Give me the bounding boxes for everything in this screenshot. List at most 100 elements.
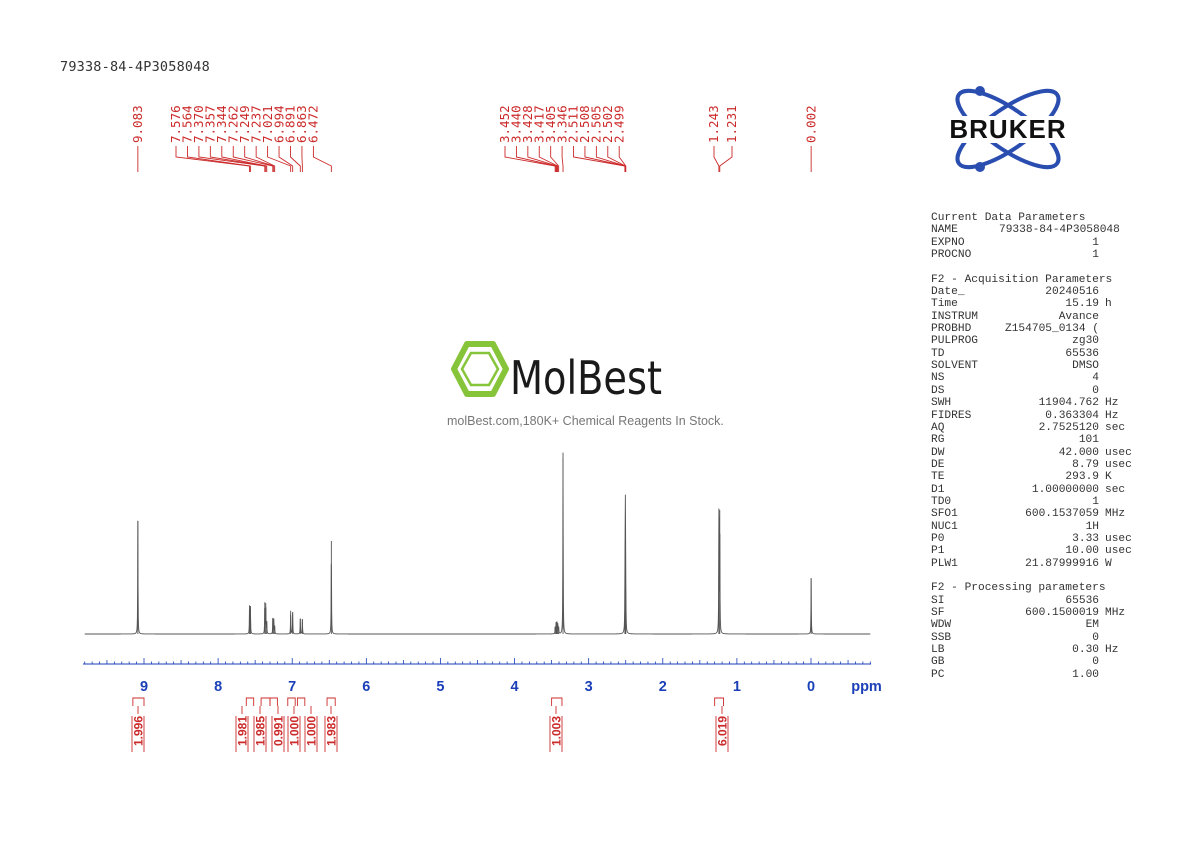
peak-label: 2.502 (600, 105, 615, 143)
peak-label: 7.564 (180, 105, 195, 143)
integral-bracket (326, 697, 336, 706)
param-name: TD (931, 347, 945, 360)
param-row: NS 4 (931, 372, 1141, 384)
peak-label: 2.505 (589, 105, 604, 143)
peak-label: 7.357 (203, 105, 218, 143)
peak-label: 6.472 (306, 105, 321, 143)
integral-value: 0.991 (271, 716, 285, 746)
param-value: zg30 (1072, 335, 1099, 348)
molbest-tagline: molBest.com,180K+ Chemical Reagents In S… (447, 414, 724, 428)
peak-label: 3.428 (520, 105, 535, 143)
param-row: SWH 11904.762 Hz (931, 397, 1141, 409)
param-value: 600.1500019 (1025, 607, 1099, 619)
param-unit: Hz (1105, 644, 1119, 657)
param-name: EXPNO (931, 236, 965, 249)
peak-label-connector (573, 146, 626, 172)
integral-value: 1.003 (549, 716, 563, 746)
param-row: Time 15.19 h (931, 298, 1141, 310)
param-row: Date_ 20240516 (931, 286, 1141, 298)
param-name: AQ (931, 421, 945, 434)
x-tick-label: 9 (140, 679, 148, 695)
param-unit: usec (1105, 532, 1132, 545)
param-section-title: F2 - Acquisition Parameters (931, 273, 1113, 286)
param-name: P0 (931, 532, 945, 545)
param-name: FIDRES (931, 409, 972, 422)
param-name: Date_ (931, 286, 965, 299)
param-value: DMSO (1072, 360, 1099, 373)
param-value: 42.000 (1058, 446, 1099, 459)
param-unit (1099, 669, 1141, 681)
param-value: 11904.762 (1038, 397, 1099, 410)
peak-label: 2.511 (566, 105, 581, 143)
x-tick-label: 0 (807, 679, 815, 695)
param-unit (1099, 521, 1141, 533)
param-value: Avance (1058, 310, 1099, 323)
param-row: RG 101 (931, 434, 1141, 446)
param-name: Time (931, 298, 958, 311)
param-name: SI (931, 594, 945, 607)
peak-label-connector (561, 146, 564, 172)
param-name: PLW1 (931, 557, 958, 570)
param-section-title: Current Data Parameters (931, 212, 1086, 224)
peak-label-connector (538, 146, 559, 172)
peak-label: 7.262 (225, 105, 240, 143)
peak-label-connector (527, 146, 558, 172)
param-row: TD0 1 (931, 496, 1141, 508)
param-name: WDW (931, 619, 952, 632)
param-value: 0 (1092, 631, 1099, 644)
integral-value: 1.985 (253, 716, 267, 746)
param-value: 65536 (1065, 594, 1099, 607)
param-value: 10.00 (1065, 545, 1099, 558)
param-name: TE (931, 471, 945, 484)
peak-label-connector (312, 146, 332, 172)
molbest-wordmark: MolBest (510, 351, 662, 404)
peak-label: 3.405 (543, 105, 558, 143)
param-unit: h (1105, 298, 1112, 311)
integral-bracket (296, 697, 306, 706)
peak-label-connector (515, 146, 557, 172)
x-axis: 9 8 7 6 5 4 3 2 1 0 ppm (83, 658, 882, 695)
param-unit (1099, 360, 1141, 372)
peak-label-connector (607, 146, 627, 172)
param-row: PLW1 21.87999916 W (931, 558, 1141, 570)
param-row: LB 0.30 Hz (931, 644, 1141, 656)
param-unit: usec (1105, 446, 1132, 459)
param-row: DE 8.79 usec (931, 459, 1141, 471)
param-name: DW (931, 446, 945, 459)
param-row: P1 10.00 usec (931, 545, 1141, 557)
peak-label-connector (221, 146, 268, 172)
param-value: 0.363304 (1045, 409, 1099, 422)
peak-label: 7.344 (214, 105, 229, 143)
peak-label-connector (290, 146, 301, 172)
param-name: PC (931, 668, 945, 681)
param-unit (1099, 335, 1141, 347)
integral-bracket (260, 697, 271, 706)
param-row: AQ 2.7525120 sec (931, 422, 1141, 434)
param-value: 4 (1092, 372, 1099, 385)
param-row: NAME 79338-84-4P3058048 (931, 224, 1141, 236)
param-name: SOLVENT (931, 360, 978, 373)
param-name: DS (931, 384, 945, 397)
peak-label-connector (719, 146, 733, 172)
param-row: PROCNO 1 (931, 249, 1141, 261)
param-value: 0 (1092, 656, 1099, 669)
integral-value: 1.000 (287, 716, 301, 746)
param-row: TE 293.9 K (931, 471, 1141, 483)
param-name: SF (931, 607, 945, 619)
sample-id: 79338-84-4P3058048 (60, 59, 210, 75)
param-value: 65536 (1065, 347, 1099, 360)
param-value: EM (1085, 619, 1099, 632)
param-name: PROBHD (931, 323, 972, 336)
x-tick-label: 8 (214, 679, 222, 695)
param-row: PC 1.00 (931, 669, 1141, 681)
param-unit (1099, 656, 1141, 668)
param-value: Z154705_0134 ( (1005, 323, 1099, 336)
peak-label: 7.237 (248, 105, 263, 143)
peak-label-connector (550, 146, 560, 172)
param-row: DS 0 (931, 385, 1141, 397)
param-row: FIDRES 0.363304 Hz (931, 410, 1141, 422)
integral-bracket (269, 697, 278, 706)
param-value: 293.9 (1065, 471, 1099, 484)
param-row: TD 65536 (931, 348, 1141, 360)
bruker-wordmark: BRUKER (949, 114, 1066, 144)
